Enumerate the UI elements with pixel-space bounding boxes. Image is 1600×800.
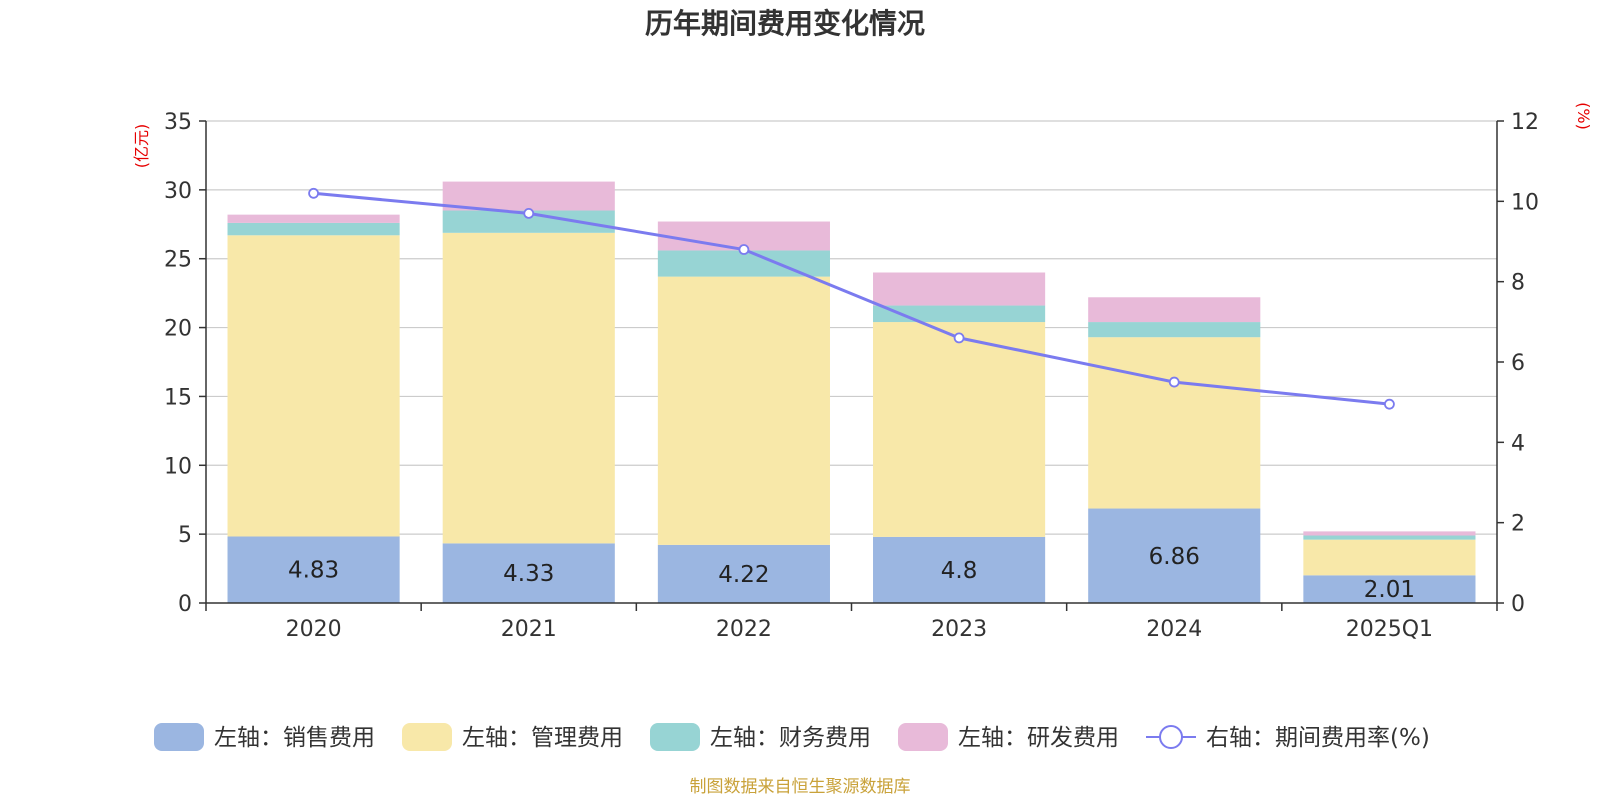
legend-item: 左轴：销售费用: [154, 723, 375, 751]
x-axis-tick-label: 2025Q1: [1346, 617, 1433, 642]
axes: 0 5 10 15 20 25 30 35 0 2 4 6 8 10 12 2020 2021 2022 2023 2…: [164, 110, 1539, 642]
legend-item: 右轴：期间费用率(%): [1146, 725, 1430, 751]
legend-swatch: [154, 723, 204, 751]
bar-segment: [1303, 531, 1476, 536]
right-axis-tick-label: 8: [1511, 271, 1525, 296]
bar-segment: [227, 235, 400, 537]
x-axis-tick-label: 2021: [501, 617, 557, 642]
bar-segment: [1303, 539, 1476, 576]
legend-item: 左轴：管理费用: [402, 723, 623, 751]
legend-label: 右轴：期间费用率(%): [1206, 725, 1430, 751]
left-axis-tick-label: 25: [164, 248, 192, 273]
bar-segment: [442, 232, 615, 544]
bar-data-label: 4.8: [941, 558, 978, 584]
bar-segment: [442, 543, 615, 603]
x-axis-tick-label: 2023: [931, 617, 987, 642]
right-axis-tick-label: 0: [1511, 592, 1525, 617]
bar-segment: [873, 272, 1046, 306]
bar-data-labels: 4.83 4.33 4.22 4.8 6.86 2.01: [288, 544, 1415, 603]
bar-data-label: 4.33: [503, 561, 554, 587]
legend-label: 左轴：研发费用: [958, 725, 1119, 751]
bar-segment: [657, 276, 830, 545]
bar-data-label: 4.22: [718, 562, 769, 588]
legend: 左轴：销售费用 左轴：管理费用 左轴：财务费用 左轴：研发费用 右轴：期间费用率(%): [154, 723, 1430, 751]
left-axis-tick-label: 30: [164, 179, 192, 204]
expense-rate-point: [953, 332, 965, 344]
grid-lines: [206, 120, 1497, 535]
x-axis-tick-label: 2022: [716, 617, 772, 642]
right-axis-tick-label: 2: [1511, 512, 1525, 537]
data-source-footer: 制图数据来自恒生聚源数据库: [690, 777, 911, 797]
chart-title: 历年期间费用变化情况: [645, 7, 925, 40]
legend-swatch: [402, 723, 452, 751]
legend-label: 左轴：财务费用: [710, 725, 871, 751]
bar-segment: [442, 181, 615, 211]
expense-rate-point: [738, 244, 750, 255]
bar-segment: [1303, 535, 1476, 540]
bar-segment: [227, 536, 400, 603]
expense-rate-point: [1168, 376, 1180, 388]
left-axis-tick-label: 35: [164, 110, 192, 135]
left-axis-tick-label: 15: [164, 385, 192, 410]
legend-swatch: [650, 723, 700, 751]
expense-rate-point: [1384, 398, 1395, 410]
legend-label: 左轴：管理费用: [462, 725, 623, 751]
expense-rate-line: [308, 187, 1395, 410]
bar-segment: [442, 210, 615, 233]
bar-data-label: 4.83: [288, 558, 339, 584]
right-axis-tick-label: 12: [1511, 110, 1539, 135]
bar-segment: [873, 305, 1046, 323]
bar-segment: [1088, 508, 1261, 603]
left-axis-tick-label: 5: [178, 523, 192, 548]
bar-segment: [873, 536, 1046, 603]
bar-segment: [1088, 322, 1261, 338]
bars: [227, 181, 1476, 603]
left-axis-tick-label: 10: [164, 454, 192, 479]
bar-segment: [1088, 337, 1261, 509]
expense-rate-polyline: [313, 191, 1390, 406]
x-axis-tick-label: 2024: [1146, 617, 1202, 642]
right-axis-tick-label: 4: [1511, 431, 1525, 456]
bar-segment: [1303, 575, 1476, 603]
left-axis-tick-label: 0: [178, 592, 192, 617]
left-axis-unit: (亿元): [132, 124, 151, 169]
bar-data-label: 2.01: [1364, 577, 1415, 603]
legend-item: 左轴：研发费用: [898, 723, 1119, 751]
x-axis-tick-label: 2020: [286, 617, 342, 642]
bar-segment: [227, 214, 400, 223]
expense-rate-point: [308, 187, 319, 199]
bar-segment: [1088, 297, 1261, 323]
bar-segment: [873, 322, 1046, 537]
bar-segment: [227, 222, 400, 236]
right-axis-tick-label: 6: [1511, 351, 1525, 376]
legend-circle-swatch: [1159, 725, 1183, 749]
legend-item: 左轴：财务费用: [650, 723, 871, 751]
bar-segment: [657, 544, 830, 603]
right-axis-tick-label: 10: [1511, 190, 1539, 215]
legend-label: 左轴：销售费用: [214, 725, 375, 751]
legend-swatch: [898, 723, 948, 751]
right-axis-unit: (%): [1574, 102, 1593, 130]
bar-data-label: 6.86: [1149, 544, 1200, 570]
left-axis-tick-label: 20: [164, 317, 192, 342]
expense-rate-point: [523, 207, 535, 219]
